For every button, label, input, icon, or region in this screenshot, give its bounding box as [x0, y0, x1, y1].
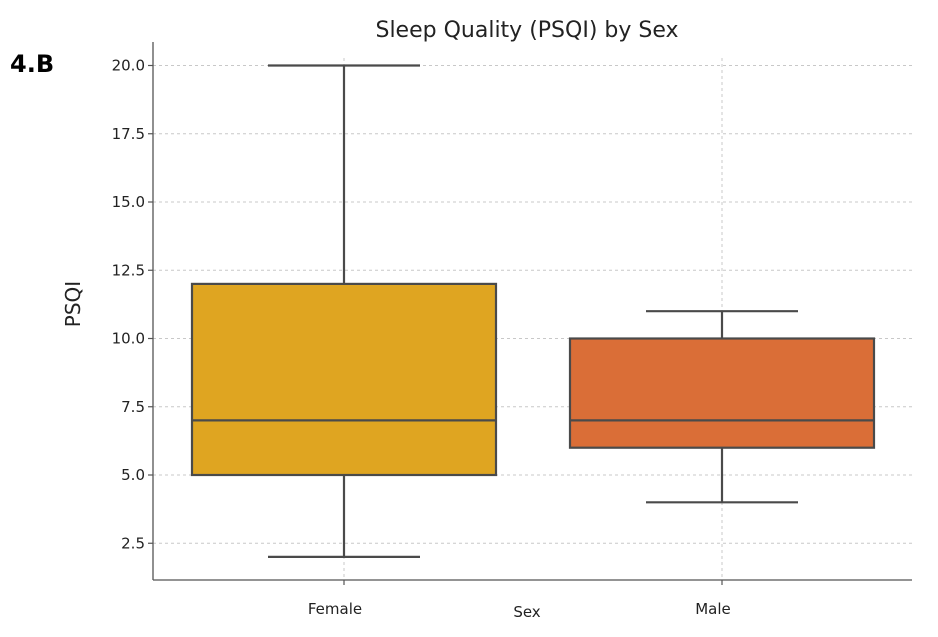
x-tick-label: Male	[695, 600, 731, 618]
y-tick-label: 17.5	[112, 125, 145, 143]
box-female	[190, 64, 498, 559]
box-male	[568, 310, 876, 504]
x-tick-label: Female	[308, 600, 362, 618]
box-iqr	[190, 282, 498, 477]
y-tick-label: 10.0	[112, 330, 145, 348]
y-tick-label: 2.5	[121, 534, 145, 552]
y-tick-label: 12.5	[112, 261, 145, 279]
axes: 2.5 5.0 7.5 10.0 12.5 15.0 17.5 20.0 Female Male	[112, 42, 912, 618]
y-axis-title: PSQI	[61, 281, 85, 327]
x-axis-title: Sex	[513, 603, 540, 621]
y-tick-label: 20.0	[112, 57, 145, 75]
chart-title: Sleep Quality (PSQI) by Sex	[375, 18, 678, 43]
plot-area	[190, 64, 876, 559]
panel-label: 4.B	[10, 50, 55, 78]
y-tick-label: 7.5	[121, 398, 145, 416]
y-tick-label: 5.0	[121, 466, 145, 484]
y-tick-label: 15.0	[112, 193, 145, 211]
box-iqr	[568, 337, 876, 449]
